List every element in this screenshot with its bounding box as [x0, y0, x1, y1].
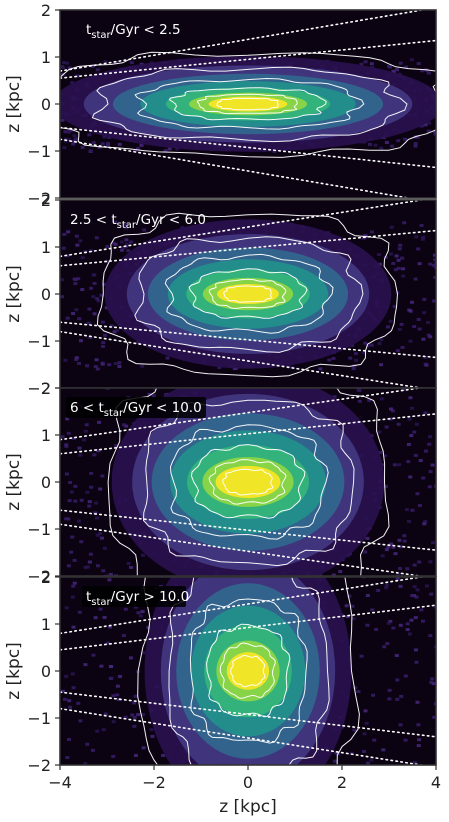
- heatmap-4: [60, 577, 436, 765]
- dotted-line-2: [60, 413, 436, 455]
- dotted-line-1: [60, 577, 427, 635]
- dotted-line-1: [60, 200, 427, 258]
- y-tick-label: 2: [41, 191, 51, 210]
- y-axis-label: z [kpc]: [4, 642, 24, 700]
- heatmap-1: [60, 10, 436, 198]
- panel-title: tstar/Gyr < 2.5: [86, 22, 181, 41]
- y-axis-label: z [kpc]: [4, 265, 24, 323]
- y-tick-label: 0: [41, 285, 51, 304]
- y-tick-label: −1: [27, 332, 51, 351]
- contour-line: [134, 236, 364, 353]
- contour-line: [96, 212, 399, 378]
- panel-title: 6 < tstar/Gyr < 10.0: [70, 400, 202, 419]
- contour-line: [91, 66, 408, 143]
- x-tick-label: 0: [243, 773, 253, 792]
- contour-line: [222, 468, 274, 496]
- contour-line: [137, 577, 360, 765]
- title-box: [66, 397, 206, 418]
- dotted-line-4: [60, 138, 413, 198]
- heatmap-3: [60, 388, 436, 576]
- contours: [60, 51, 436, 158]
- y-tick-label: −1: [27, 142, 51, 161]
- contour-line: [107, 388, 390, 576]
- y-tick-label: −1: [27, 520, 51, 539]
- x-tick-label: −2: [142, 773, 166, 792]
- contour-line: [230, 655, 266, 688]
- contour-line: [216, 97, 279, 111]
- contour-line: [219, 642, 276, 699]
- dotted-line-3: [60, 126, 436, 169]
- y-tick-label: 1: [41, 615, 51, 634]
- contour-line: [196, 93, 298, 115]
- contour-line: [208, 278, 287, 310]
- dotted-line-4: [60, 330, 427, 388]
- title-box: [82, 586, 186, 607]
- panels: −2 −1 0 1 2 z [kpc] tstar/Gyr < 2.5 −2 −1 0 1 2 z [k…: [4, 1, 441, 792]
- dotted-line-4: [60, 707, 427, 765]
- dotted-line-3: [60, 321, 436, 359]
- contour-line: [134, 77, 365, 130]
- density-levels: [104, 219, 392, 369]
- contour-line: [190, 444, 306, 519]
- y-tick-label: −1: [27, 709, 51, 728]
- dotted-line-4: [60, 523, 426, 576]
- contour-line: [168, 577, 330, 765]
- dotted-line-1: [60, 10, 427, 72]
- y-tick-label: 0: [41, 473, 51, 492]
- contour-line: [168, 87, 327, 121]
- panel-3: −2 −1 0 1 2 z [kpc] 6 < tstar/Gyr < 10.0: [4, 379, 437, 586]
- y-tick-label: 0: [41, 662, 51, 681]
- panel-2: −2 −1 0 1 2 z [kpc] 2.5 < tstar/Gyr < 6.0: [4, 191, 437, 398]
- panel-1: −2 −1 0 1 2 z [kpc] tstar/Gyr < 2.5: [4, 1, 437, 208]
- y-tick-label: 1: [41, 48, 51, 67]
- dotted-line-1: [60, 388, 426, 441]
- contours: [96, 212, 399, 378]
- contour-line: [164, 253, 334, 334]
- y-tick-label: 2: [41, 379, 51, 398]
- contour-line: [223, 285, 273, 303]
- x-axis-label: z [kpc]: [219, 797, 277, 817]
- y-axis-label: z [kpc]: [4, 75, 24, 133]
- dotted-line-3: [60, 509, 436, 551]
- dotted-line-2: [60, 604, 436, 651]
- y-tick-label: 2: [41, 568, 51, 587]
- dotted-line-2: [60, 39, 436, 79]
- y-tick-label: −2: [27, 567, 51, 586]
- contour-line: [60, 51, 436, 158]
- y-axis-label: z [kpc]: [4, 453, 24, 511]
- y-tick-label: 0: [41, 95, 51, 114]
- contour-line: [169, 424, 329, 540]
- heatmap-2: [60, 200, 436, 388]
- contour-line: [189, 598, 308, 744]
- contour-line: [206, 623, 291, 718]
- contour-line: [208, 459, 287, 505]
- x-tick-label: −4: [48, 773, 72, 792]
- x-tick-label: 4: [431, 773, 441, 792]
- panel-title: 2.5 < tstar/Gyr < 6.0: [70, 212, 206, 231]
- x-tick-label: 2: [337, 773, 347, 792]
- dotted-line-2: [60, 229, 436, 267]
- dotted-line-3: [60, 691, 436, 738]
- y-tick-label: −2: [27, 379, 51, 398]
- panel-title: tstar/Gyr > 10.0: [86, 589, 189, 608]
- contours: [107, 388, 390, 576]
- contours: [137, 577, 360, 765]
- contour-line: [188, 268, 308, 319]
- y-tick-label: −2: [27, 189, 51, 208]
- density-levels: [60, 56, 436, 152]
- y-tick-label: −2: [27, 756, 51, 775]
- contour-line: [142, 399, 355, 567]
- y-tick-label: 2: [41, 1, 51, 20]
- y-tick-label: 1: [41, 238, 51, 257]
- y-tick-label: 1: [41, 426, 51, 445]
